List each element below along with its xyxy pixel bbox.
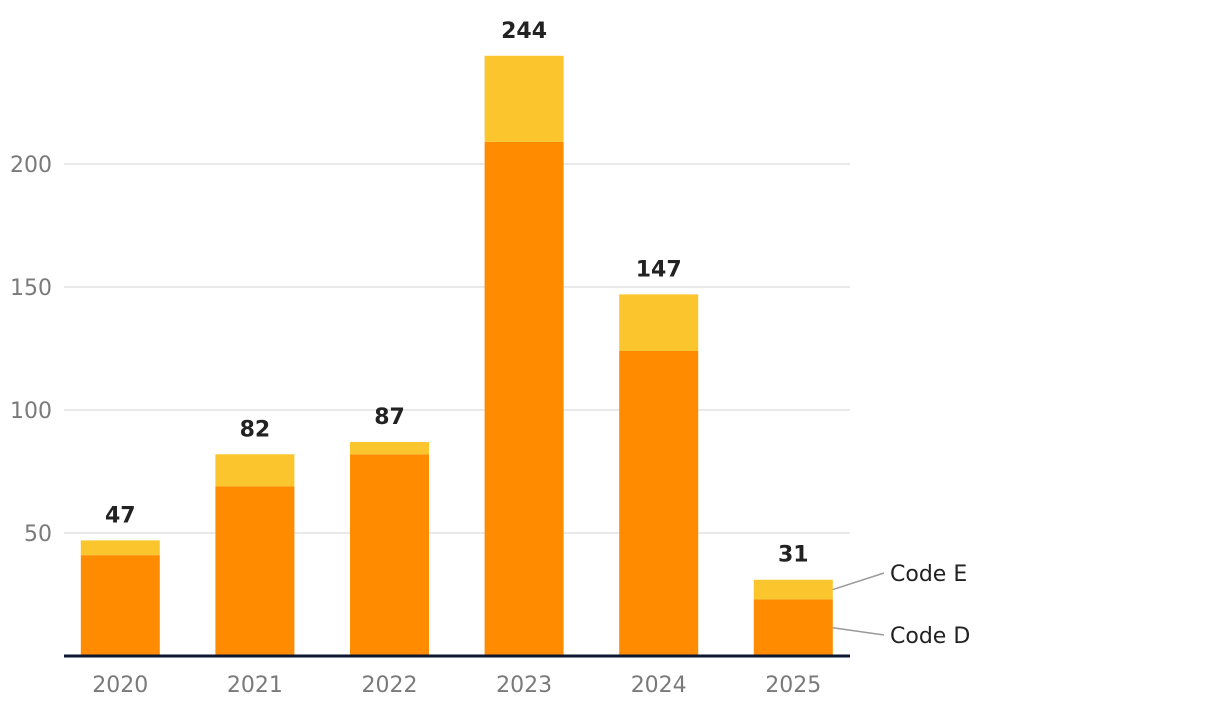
bar-2021-code-e: [215, 454, 295, 487]
total-label-2025: 31: [778, 543, 809, 568]
y-tick-label-100: 100: [10, 399, 52, 424]
bar-2023-code-d: [484, 141, 564, 657]
bar-2024-code-d: [619, 350, 699, 656]
x-tick-label-2023: 2023: [496, 673, 552, 698]
bar-2021-code-d: [215, 486, 295, 656]
total-label-2022: 87: [374, 405, 405, 430]
bar-2020-code-e: [80, 540, 160, 556]
legend-label-code-d: Code D: [890, 624, 970, 649]
bar-2022-code-e: [350, 441, 429, 455]
y-tick-label-200: 200: [10, 153, 52, 178]
x-tick-label-2022: 2022: [362, 673, 418, 698]
x-tick-label-2021: 2021: [227, 673, 283, 698]
legend-label-code-e: Code E: [890, 562, 967, 587]
y-tick-label-150: 150: [10, 276, 52, 301]
legend-leader-code-e: [832, 572, 885, 591]
x-tick-label-2024: 2024: [631, 673, 687, 698]
y-tick-label-50: 50: [24, 522, 52, 547]
x-tick-label-2025: 2025: [765, 673, 821, 698]
x-tick-label-2020: 2020: [92, 673, 148, 698]
total-label-2024: 147: [636, 257, 682, 282]
bar-2022-code-d: [350, 454, 429, 656]
total-label-2020: 47: [105, 503, 136, 528]
total-label-2021: 82: [240, 417, 271, 442]
bar-2025-code-d: [753, 599, 833, 656]
bar-2023-code-e: [484, 55, 564, 142]
bar-2024-code-e: [619, 294, 699, 351]
bar-2025-code-e: [753, 579, 833, 600]
legend-leader-code-d: [832, 626, 885, 636]
total-label-2023: 244: [501, 19, 547, 44]
bar-2020-code-d: [80, 555, 160, 656]
